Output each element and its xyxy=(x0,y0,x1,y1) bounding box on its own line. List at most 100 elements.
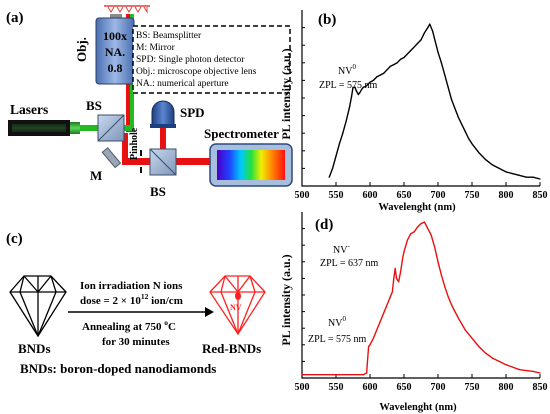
chart-d-data-point xyxy=(505,364,507,366)
chart-b-data-point xyxy=(471,143,473,145)
chart-b-x-tick-label: 800 xyxy=(499,190,514,201)
chart-d-data-point xyxy=(386,304,388,306)
step-dose-suffix: ion/cm xyxy=(148,295,183,307)
chart-b-data-point xyxy=(366,85,368,87)
spectrometer-label: Spectrometer xyxy=(204,126,279,141)
chart-b-data-point xyxy=(403,56,405,59)
chart-b-axis-lines xyxy=(301,10,540,187)
chart-d-x-tick-label: 700 xyxy=(431,382,446,393)
chart-d-annotation-sup: 0 xyxy=(342,315,346,323)
chart-b: (b) PL intensity (a.u.) Wavelenght (nm) … xyxy=(279,10,548,213)
chart-b-data-point xyxy=(357,93,359,96)
objective-spec-line: NA. xyxy=(105,45,125,59)
chart-b-x-tick-label: 600 xyxy=(363,190,378,201)
chart-b-data-point xyxy=(440,62,442,64)
legend-item: Obj.: microscope objective lens xyxy=(136,67,257,77)
spd-label: SPD xyxy=(180,105,205,120)
chart-d-data-point xyxy=(413,231,415,233)
chart-b-data-point xyxy=(413,46,415,48)
svg-text:dose = 2 × 1012 ion/cm: dose = 2 × 1012 ion/cm xyxy=(80,292,183,307)
chart-b-x-tick-label: 700 xyxy=(431,190,446,201)
chart-d-annotation-sup: - xyxy=(347,242,350,250)
chart-b-data-point xyxy=(352,86,354,88)
chart-d-data-point xyxy=(372,337,374,339)
beamsplitter-lower xyxy=(149,148,177,176)
right-diamond-label: Red-BNDs xyxy=(202,341,261,356)
lasers-label: Lasers xyxy=(10,102,48,117)
step-ion-irradiation: Ion irradiation N ions xyxy=(80,280,183,292)
chart-d-x-tick-label: 650 xyxy=(397,382,412,393)
chart-b-data-point xyxy=(491,164,493,166)
panel-c-footer: BNDs: boron-doped nanodiamonds xyxy=(20,361,216,376)
beam-red-to-spd xyxy=(160,124,166,156)
chart-d-annotation-nv-zero: NV0 ZPL = 575 nm xyxy=(308,315,367,345)
chart-d-data-point xyxy=(491,357,493,359)
svg-text:Annealing at 750 oC: Annealing at 750 oC xyxy=(82,318,176,333)
chart-b-data-point xyxy=(351,95,353,97)
chart-d-annotation-nv-minus: NV- ZPL = 637 nm xyxy=(320,242,379,269)
chart-d-data-point xyxy=(366,372,368,374)
chart-b-data-point xyxy=(410,49,412,52)
chart-b-data-point xyxy=(406,53,408,55)
chart-d-x-tick-label: 750 xyxy=(465,382,480,393)
chart-b-data-point xyxy=(464,130,466,132)
chart-d-data-point xyxy=(369,344,371,346)
chart-d-axis-lines xyxy=(301,212,540,379)
left-diamond-label: BNDs xyxy=(18,341,51,356)
objective-label: Obj. xyxy=(74,37,89,62)
chart-d-panel-label: (d) xyxy=(315,217,333,233)
chart-b-data-point xyxy=(328,176,330,178)
chart-d-annotation-zpl: ZPL = 575 nm xyxy=(308,334,367,345)
chart-b-data-point xyxy=(429,23,431,25)
chart-b-data-point xyxy=(539,178,541,180)
chart-d-data-point xyxy=(471,337,473,339)
beamsplitter-upper xyxy=(97,114,125,142)
chart-d-data-point xyxy=(532,370,534,372)
chart-d-data-point xyxy=(395,277,398,279)
chart-b-data-point xyxy=(420,39,422,41)
chart-b-data-point xyxy=(383,72,385,74)
chart-d-annotation-nv: NV xyxy=(333,245,348,256)
chart-d-data-point xyxy=(437,261,439,263)
chart-d-data-point xyxy=(410,233,412,235)
chart-b-data-point xyxy=(393,64,395,66)
chart-b-ylabel: PL intensity (a.u.) xyxy=(279,48,293,139)
chart-b-data-point xyxy=(457,116,459,118)
chart-d-data-point xyxy=(383,312,385,314)
chart-b-data-point xyxy=(423,32,425,34)
chart-b-data-point xyxy=(361,88,363,90)
chart-d-data-point xyxy=(434,246,436,248)
chart-d-ylabel: PL intensity (a.u.) xyxy=(279,254,293,345)
chart-b-data-point xyxy=(519,174,521,176)
chart-b-data-point xyxy=(359,92,361,94)
chart-b-data-point xyxy=(417,42,419,45)
chart-b-data-point xyxy=(379,74,381,76)
mirror-label: M xyxy=(90,168,102,183)
nv-center-dot xyxy=(235,292,241,300)
chart-b-data-point xyxy=(478,152,480,154)
chart-b-x-tick-label: 850 xyxy=(533,190,548,201)
chart-d-data-point xyxy=(394,267,396,269)
process-arrow xyxy=(68,307,214,317)
objective-spec-line: 100x xyxy=(103,29,127,43)
chart-b-data-point xyxy=(400,58,402,60)
chart-b-data-point xyxy=(447,86,449,88)
svg-text:NV-: NV- xyxy=(333,242,350,256)
chart-b-data-point xyxy=(376,76,378,78)
step-anneal-degree: o xyxy=(164,318,168,327)
chart-b-data-point xyxy=(437,51,439,53)
chart-b-data-point xyxy=(532,176,534,178)
chart-b-data-point xyxy=(468,137,470,140)
chart-b-xlabel: Wavelenght (nm) xyxy=(378,202,456,213)
chart-b-data-point xyxy=(362,86,364,88)
chart-b-data-point xyxy=(454,108,456,110)
chart-b-data-point xyxy=(444,74,446,76)
svg-text:NV0: NV0 xyxy=(338,63,356,77)
panel-c: (c) BNDs Ion irradiation N ions dose = 2… xyxy=(6,231,266,376)
chart-b-data-point xyxy=(386,69,388,71)
chart-d: (d) PL intensity (a.u.) Wavelenght (nm) … xyxy=(279,212,548,413)
chart-d-series xyxy=(301,221,541,376)
step-anneal-duration: for 30 minutes xyxy=(102,336,170,348)
chart-d-x-tick-label: 550 xyxy=(329,382,344,393)
